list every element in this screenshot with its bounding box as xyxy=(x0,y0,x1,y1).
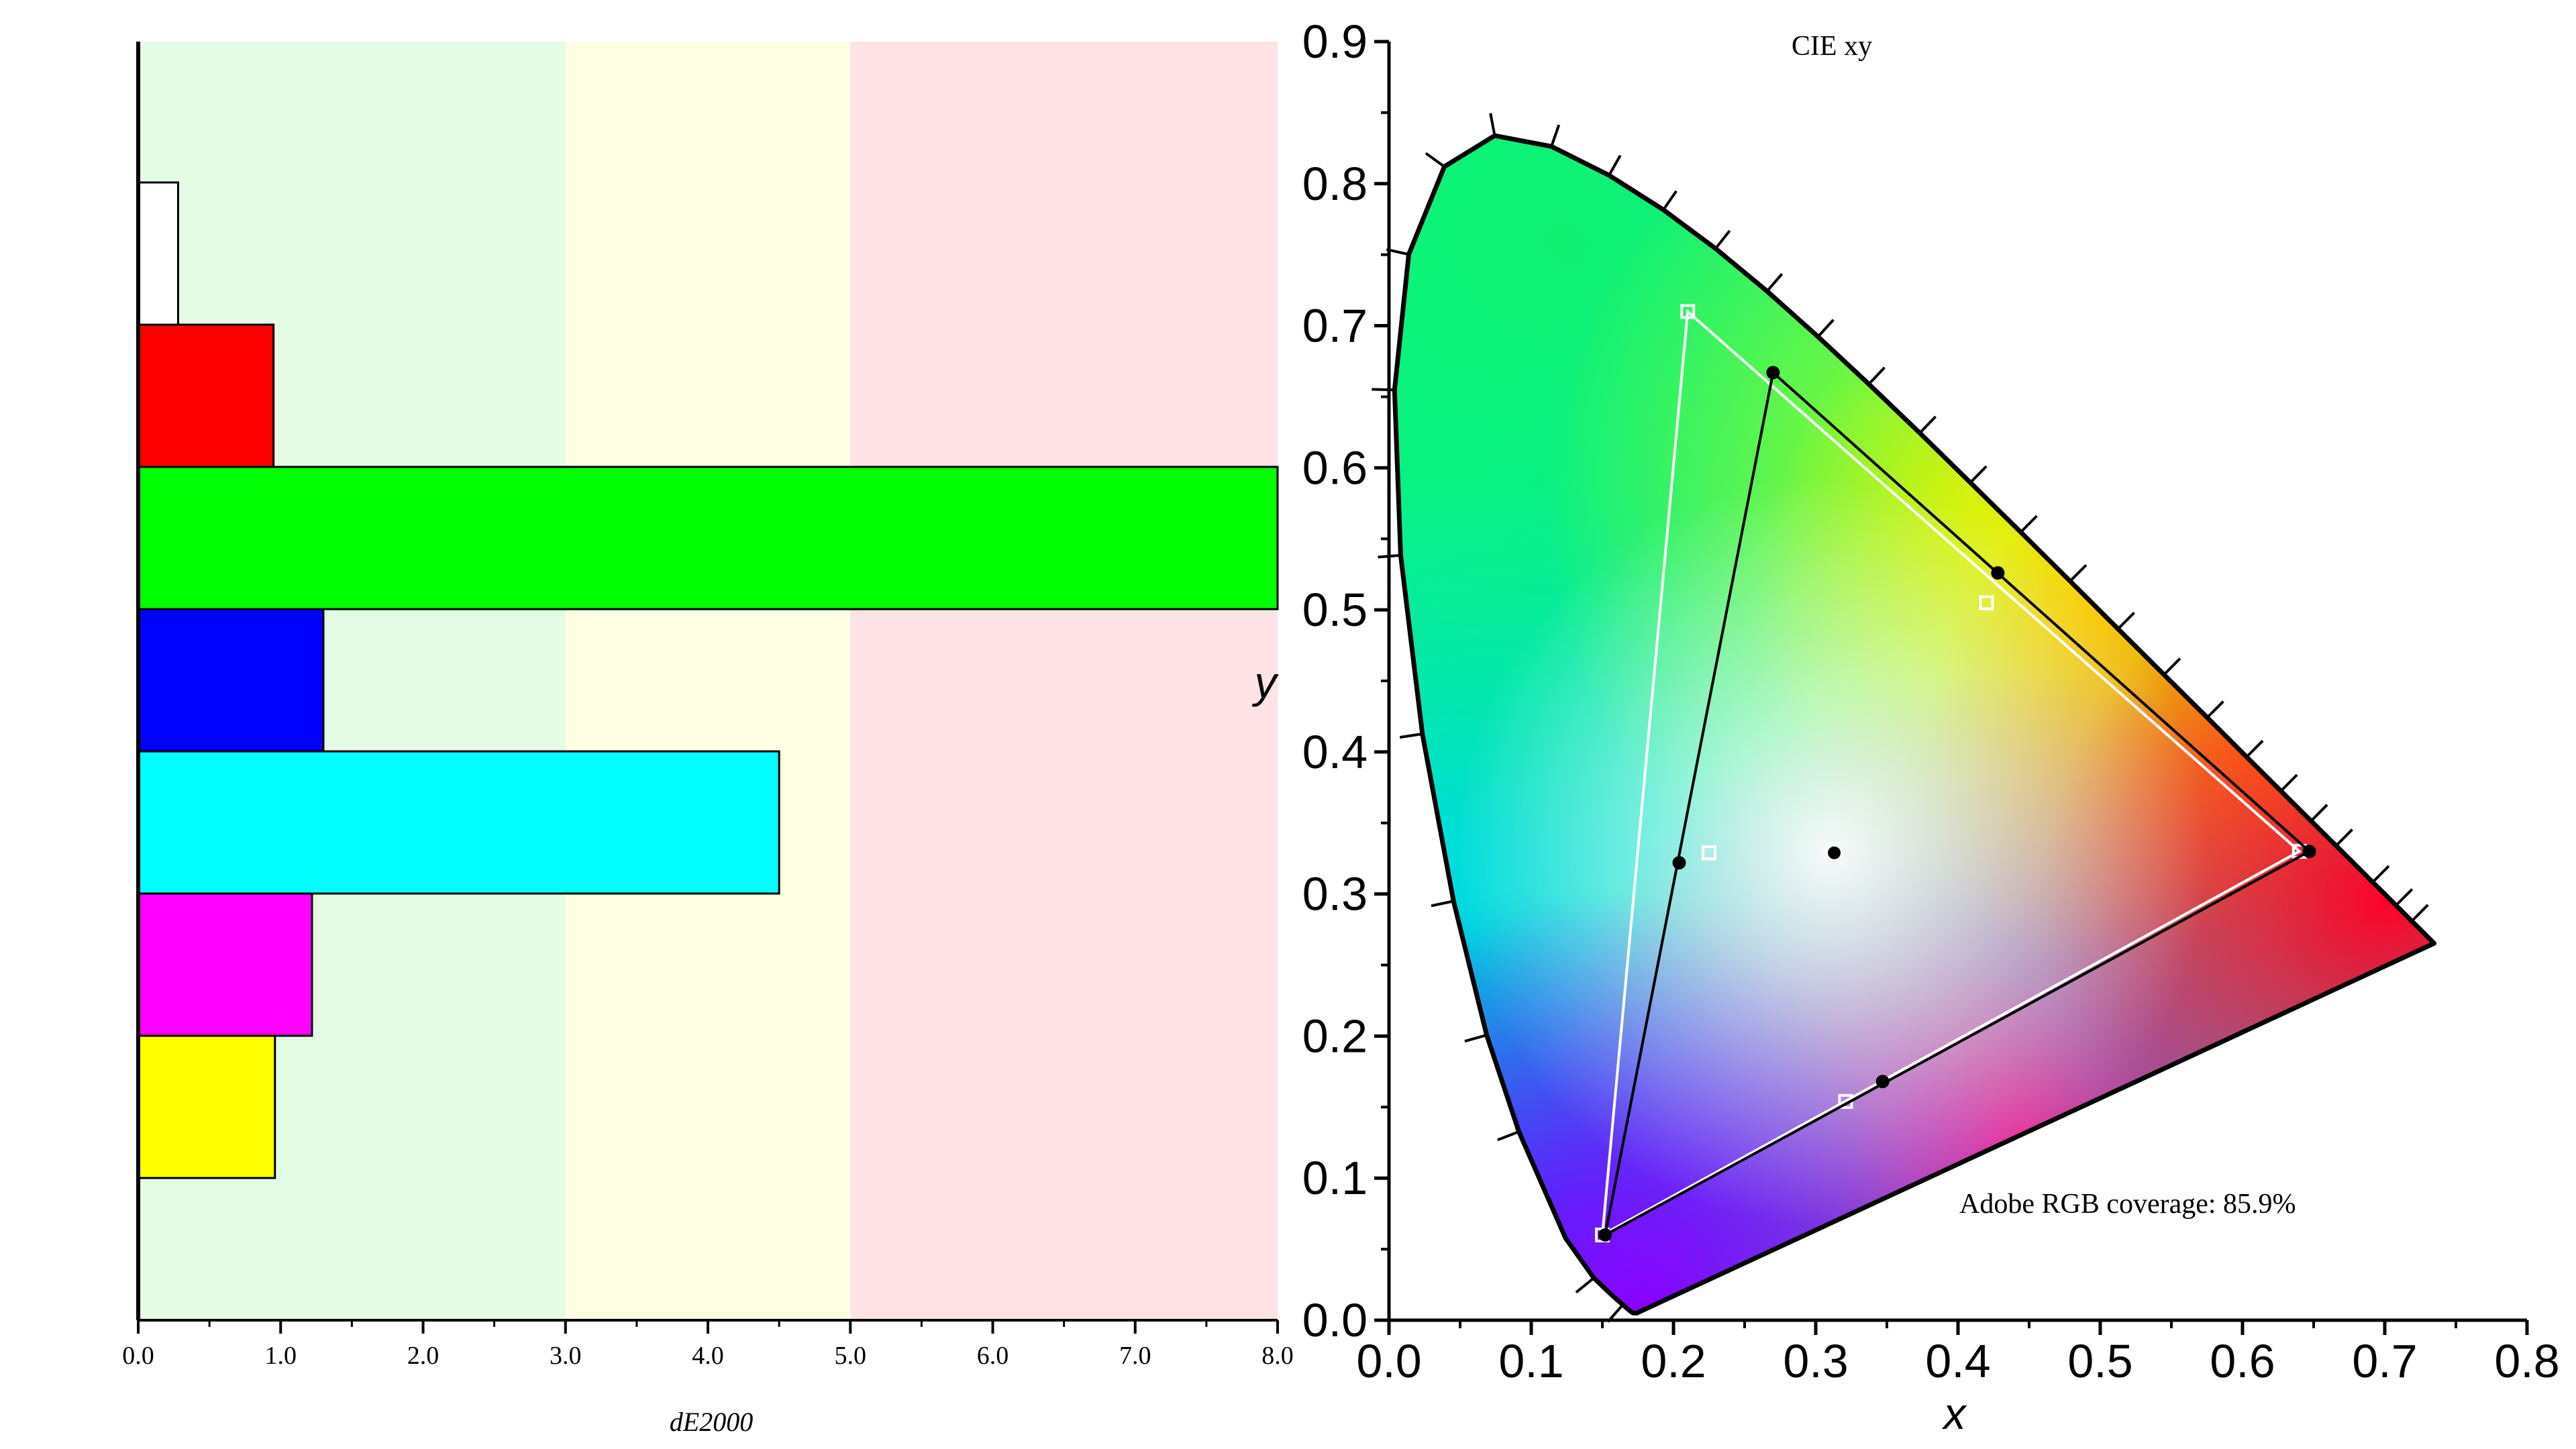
cie-x-tick-label: 0.5 xyxy=(2067,1335,2132,1387)
wavelength-tick xyxy=(2371,865,2390,883)
cie-x-tick-label: 0.7 xyxy=(2352,1335,2417,1387)
measured-point-marker xyxy=(2302,845,2316,859)
cie-x-axis-label: x xyxy=(1942,1389,1967,1438)
cie-y-tick-label: 0.3 xyxy=(1302,868,1368,920)
cie-x-tick-label: 0.2 xyxy=(1641,1335,1706,1387)
wavelength-tick xyxy=(2117,611,2135,630)
wavelength-tick xyxy=(1714,229,1731,250)
cie-y-ticks: 0.0 0.1 0.2 0.3 0.4 0.5 0.6 0.7 0.8 0.9 xyxy=(1302,15,1389,1346)
cie-y-tick-label: 0.5 xyxy=(1302,584,1368,636)
measured-point-marker xyxy=(1672,856,1686,870)
bar-green xyxy=(137,466,1279,610)
bar-x-tick-label: 6.0 xyxy=(977,1342,1009,1370)
reference-point-marker xyxy=(1979,595,1994,610)
spectral-locus-fill xyxy=(1394,136,2434,1313)
wavelength-tick xyxy=(1550,124,1561,147)
wavelength-tick xyxy=(2310,804,2328,822)
reference-gamut-triangle xyxy=(1600,309,2302,1238)
wavelength-tick xyxy=(1497,1130,1520,1142)
reference-point-marker xyxy=(1680,304,1696,319)
cie-y-tick-label: 0.9 xyxy=(1302,15,1368,68)
measured-point-marker xyxy=(1598,1228,1612,1242)
bar-yellow xyxy=(137,1034,276,1179)
bar-x-tick-label: 8.0 xyxy=(1261,1342,1294,1370)
wavelength-tick xyxy=(1489,113,1496,136)
bar-magenta xyxy=(137,892,313,1037)
cie-y-tick-label: 0.2 xyxy=(1302,1010,1368,1062)
bar-x-tick-label: 7.0 xyxy=(1119,1342,1151,1370)
cie-xy-chart: 0.0 0.1 0.2 0.3 0.4 0.5 0.6 0.7 0.8 0.9 0.0 0.1 0.2… xyxy=(1252,15,2560,1438)
bar-x-tick-label: 2.0 xyxy=(407,1342,440,1370)
wavelength-tick xyxy=(1425,152,1445,168)
wavelength-tick xyxy=(2335,828,2353,847)
bar-x-tick-label: 5.0 xyxy=(835,1342,867,1370)
bar-series xyxy=(137,181,1279,1179)
wavelength-tick xyxy=(2163,657,2181,676)
bar-x-ticks: 0.0 1.0 2.0 3.0 4.0 5.0 6.0 7.0 8.0 xyxy=(122,1320,1294,1370)
wavelength-tick xyxy=(2245,739,2264,758)
wavelength-tick xyxy=(1969,465,1988,484)
wavelength-tick xyxy=(1399,733,1423,739)
white-point-marker xyxy=(1826,844,1843,861)
bar-x-tick-label: 3.0 xyxy=(550,1342,582,1370)
cie-x-tick-label: 0.0 xyxy=(1356,1335,1421,1387)
measured-point-marker xyxy=(1766,366,1780,380)
wavelength-tick xyxy=(2206,700,2224,719)
bar-red xyxy=(137,323,275,468)
wavelength-tick xyxy=(1608,154,1622,176)
cie-x-tick-label: 0.4 xyxy=(1925,1335,1990,1387)
measured-point-marker xyxy=(1991,566,2005,580)
bar-blue xyxy=(137,608,325,753)
tolerance-bands xyxy=(138,42,1278,1320)
wavelength-tick xyxy=(1918,415,1937,434)
coverage-annotation: Adobe RGB coverage: 85.9% xyxy=(1959,1189,2296,1220)
bar-x-tick-label: 1.0 xyxy=(265,1342,297,1370)
bar-white xyxy=(137,181,179,326)
cie-y-tick-label: 0.0 xyxy=(1302,1294,1368,1346)
wavelength-tick xyxy=(1372,388,1395,392)
bar-x-tick-label: 0.0 xyxy=(122,1342,154,1370)
bar-x-tick-label: 4.0 xyxy=(692,1342,724,1370)
cie-y-tick-label: 0.7 xyxy=(1302,300,1368,352)
cie-y-tick-label: 0.6 xyxy=(1302,441,1368,494)
wavelength-tick xyxy=(1867,366,1886,385)
wavelength-tick xyxy=(2020,515,2038,533)
cie-y-axis-label: y xyxy=(1252,657,1280,707)
cie-y-tick-label: 0.4 xyxy=(1302,726,1368,778)
measured-point-marker xyxy=(1875,1075,1890,1089)
cie-x-tick-label: 0.3 xyxy=(1783,1335,1848,1387)
cie-y-tick-label: 0.1 xyxy=(1302,1152,1368,1204)
measured-gamut xyxy=(1598,366,2316,1242)
cie-x-tick-label: 0.6 xyxy=(2210,1335,2275,1387)
cie-x-ticks: 0.0 0.1 0.2 0.3 0.4 0.5 0.6 0.7 0.8 xyxy=(1356,1320,2560,1387)
bar-x-axis-label: dE2000 xyxy=(670,1407,753,1437)
cie-x-tick-label: 0.8 xyxy=(2494,1335,2559,1387)
wavelength-tick xyxy=(2395,888,2414,907)
wavelength-tick xyxy=(1431,900,1454,908)
wavelength-tick xyxy=(1816,319,1835,338)
wavelength-tick xyxy=(1765,273,1784,292)
tolerance-band-2 xyxy=(850,42,1278,1320)
measured-gamut-triangle xyxy=(1603,370,2312,1238)
bar-cyan xyxy=(137,750,780,895)
reference-point-marker xyxy=(1702,845,1716,861)
wavelength-tick xyxy=(1575,1277,1595,1294)
cie-chart-title: CIE xy xyxy=(1792,31,1872,62)
wavelength-tick xyxy=(2279,773,2298,792)
wavelength-tick xyxy=(1662,190,1678,211)
wavelength-ticks xyxy=(1372,113,2429,1323)
tolerance-band-1 xyxy=(565,42,851,1320)
wavelength-tick xyxy=(2069,564,2088,582)
wavelength-tick xyxy=(2410,904,2429,922)
cie-y-tick-label: 0.8 xyxy=(1302,158,1368,210)
cie-x-tick-label: 0.1 xyxy=(1498,1335,1563,1387)
de2000-bar-chart: 0.0 1.0 2.0 3.0 4.0 5.0 6.0 7.0 8.0 dE2000 xyxy=(122,42,1294,1437)
wavelength-tick xyxy=(1464,1034,1488,1043)
